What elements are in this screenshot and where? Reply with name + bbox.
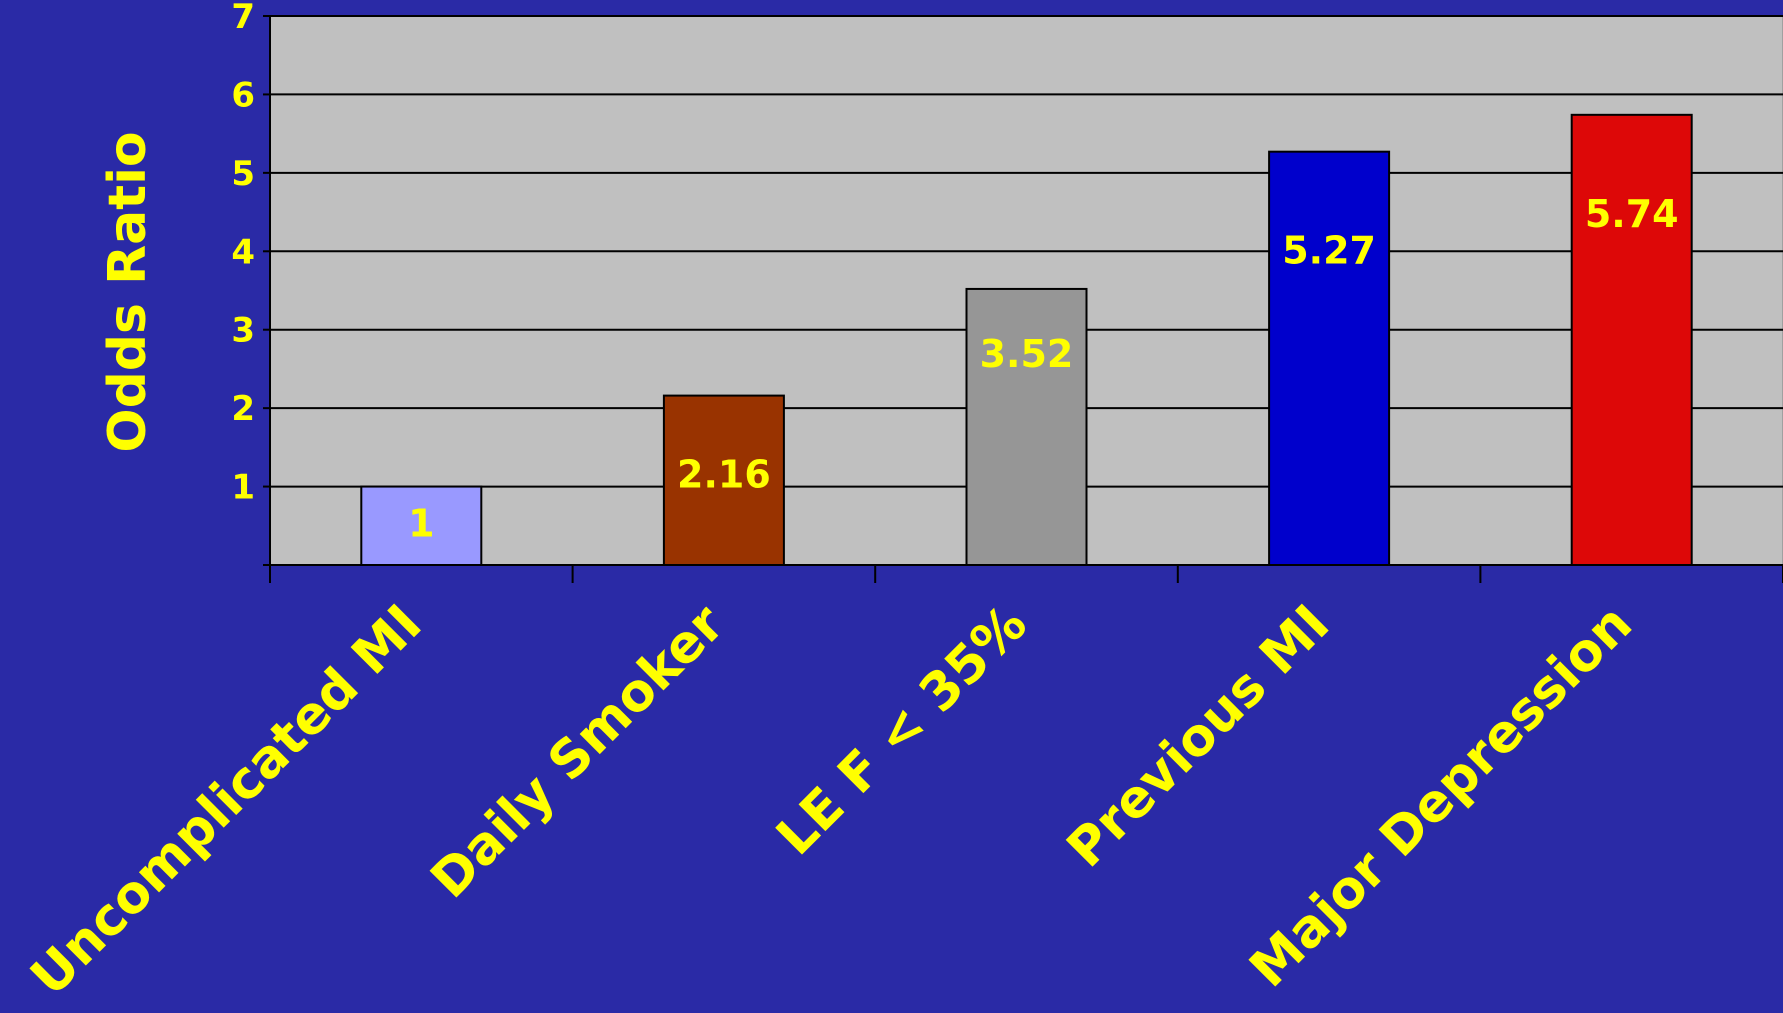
x-category-label: Previous MI — [1056, 594, 1341, 879]
data-label: 5.74 — [1585, 192, 1679, 236]
bar — [965, 287, 1088, 566]
bars — [360, 113, 1693, 567]
data-label: 3.52 — [980, 332, 1074, 376]
data-label: 5.27 — [1282, 229, 1376, 273]
bar — [1268, 150, 1391, 566]
y-tick-label: 4 — [231, 232, 255, 272]
x-category-label: Uncomplicated MI — [20, 594, 434, 1008]
y-tick-label: 7 — [231, 0, 255, 37]
bar — [360, 485, 483, 567]
y-tick-label: 6 — [231, 75, 255, 115]
y-tick-label: 2 — [231, 389, 255, 429]
y-tick-label: 5 — [231, 154, 255, 194]
data-label: 2.16 — [677, 453, 771, 497]
x-category-label: Daily Smoker — [420, 594, 737, 911]
data-label: 1 — [408, 502, 434, 546]
axes — [263, 15, 1783, 583]
y-tick-label: 3 — [231, 311, 255, 351]
bar — [662, 394, 785, 567]
y-tick-label: 1 — [231, 468, 255, 508]
x-category-label: LE F < 35% — [765, 594, 1038, 867]
y-axis-title: Odds Ratio — [98, 131, 158, 452]
bar — [1570, 113, 1693, 566]
